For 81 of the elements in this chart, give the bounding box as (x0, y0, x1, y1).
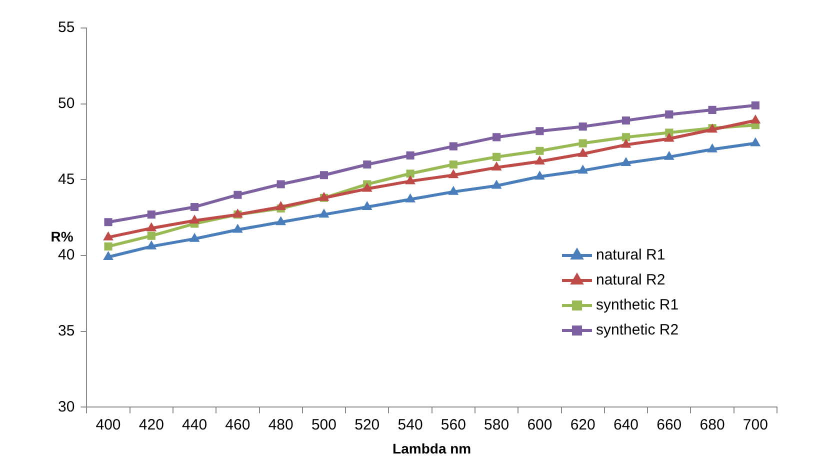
point (534, 171, 545, 180)
point (664, 151, 674, 160)
x-tick-label: 500 (311, 416, 336, 434)
x-tick-label: 400 (96, 416, 121, 434)
point (405, 194, 416, 202)
legend-label: natural R2 (596, 272, 666, 289)
point (276, 216, 286, 226)
point (276, 180, 285, 188)
point (621, 139, 631, 148)
point (536, 146, 544, 155)
point (750, 138, 760, 146)
point (363, 160, 372, 169)
point (190, 233, 200, 242)
point (578, 139, 587, 148)
point (708, 106, 716, 114)
point (750, 115, 760, 124)
point (190, 215, 200, 224)
legend-label: synthetic R1 (596, 296, 679, 314)
point (492, 180, 502, 189)
point (147, 210, 156, 219)
point (104, 218, 112, 226)
point (104, 242, 112, 250)
x-tick-label: 480 (268, 416, 294, 434)
point (578, 122, 587, 131)
point (146, 222, 156, 232)
x-tick-label: 560 (440, 416, 466, 434)
point (320, 171, 328, 180)
point (103, 252, 114, 260)
x-tick-label: 640 (613, 416, 639, 434)
y-tick-label: 30 (58, 398, 75, 416)
point (362, 201, 372, 210)
point (622, 133, 630, 142)
point (448, 186, 458, 195)
point (406, 151, 414, 160)
y-tick-label: 40 (58, 246, 75, 264)
point (276, 201, 286, 210)
point (362, 183, 372, 192)
y-tick-label: 35 (58, 322, 75, 340)
x-tick-label: 460 (225, 416, 250, 434)
x-tick-label: 520 (354, 416, 380, 434)
x-tick-label: 660 (656, 416, 682, 434)
y-tick-label: 55 (58, 19, 75, 36)
point (406, 170, 414, 178)
point (664, 133, 674, 142)
x-tick-label: 420 (138, 416, 164, 434)
x-tick-label: 620 (570, 416, 596, 434)
y-tick-label: 45 (58, 170, 75, 188)
point (448, 170, 458, 178)
x-tick-label: 700 (742, 416, 768, 434)
point (147, 232, 156, 240)
point (103, 232, 114, 240)
point (534, 156, 545, 164)
legend-label: natural R1 (596, 246, 666, 264)
point (707, 144, 718, 152)
point (578, 165, 588, 174)
point (190, 202, 199, 212)
point (622, 116, 630, 125)
x-tick-label: 540 (398, 416, 423, 434)
point (665, 110, 674, 118)
x-tick-label: 440 (182, 416, 208, 434)
point (492, 152, 501, 161)
x-axis-title: Lambda nm (392, 440, 472, 456)
x-tick-label: 580 (484, 416, 510, 434)
point (232, 224, 243, 233)
legend-label: synthetic R2 (596, 322, 679, 339)
point (578, 148, 588, 157)
point (234, 190, 242, 199)
point (449, 142, 458, 150)
point (146, 240, 156, 250)
x-tick-label: 680 (700, 416, 725, 434)
point (405, 176, 416, 184)
x-tick-label: 600 (527, 416, 552, 434)
point (492, 162, 502, 171)
point (621, 157, 631, 166)
y-tick-label: 50 (58, 94, 75, 112)
point (536, 127, 544, 136)
point (751, 101, 760, 110)
point (492, 133, 501, 142)
point (449, 160, 458, 169)
y-axis-title: R% (50, 228, 74, 244)
point (319, 209, 329, 218)
